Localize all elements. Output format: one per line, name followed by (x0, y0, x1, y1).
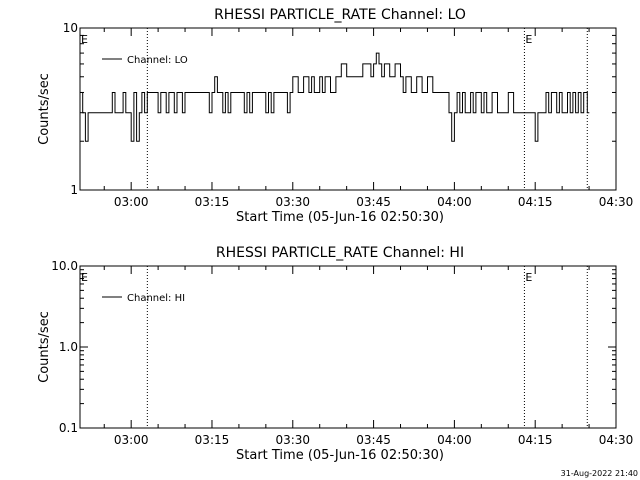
panel-1-x-tick-label: 03:00 (114, 195, 149, 209)
panel-1-x-tick-label: 03:30 (275, 195, 310, 209)
panel-1-event-marker-label: E (81, 33, 88, 46)
panel-2-title: RHESSI PARTICLE_RATE Channel: HI (216, 245, 464, 261)
panel-2-y-axis-label: Counts/sec (37, 311, 52, 383)
panel-1-y-tick-label: 10 (63, 21, 78, 35)
panel-2-legend-label: Channel: HI (127, 293, 185, 304)
panel-2-x-tick-label: 03:45 (356, 433, 391, 447)
panel-2-x-tick-label: 03:15 (195, 433, 230, 447)
panel-1-event-marker-label: E (525, 33, 532, 46)
panel-1-y-axis-label: Counts/sec (37, 73, 52, 145)
panel-1-title: RHESSI PARTICLE_RATE Channel: LO (214, 7, 466, 23)
panel-2-y-tick-label: 0.1 (59, 421, 78, 435)
panel-2-event-marker-label: E (81, 271, 88, 284)
panel-2-x-tick-label: 03:00 (114, 433, 149, 447)
panel-2-x-tick-label: 04:00 (437, 433, 472, 447)
panel-2-x-tick-label: 04:30 (599, 433, 634, 447)
panel-1-x-tick-label: 04:15 (518, 195, 553, 209)
panel-2-plot-frame (79, 265, 617, 429)
panel-1-x-tick-label: 03:15 (195, 195, 230, 209)
panel-2-y-tick-label: 10.0 (51, 259, 78, 273)
panel-2-x-tick-label: 03:30 (275, 433, 310, 447)
panel-1-y-tick-label: 1 (70, 183, 78, 197)
panel-1-series-line (80, 52, 590, 142)
panel-1-x-axis-label: Start Time (05-Jun-16 02:50:30) (236, 210, 444, 225)
panel-1-plot-frame (79, 27, 617, 191)
panel-2-event-marker-label: E (525, 271, 532, 284)
panel-1-x-tick-label: 03:45 (356, 195, 391, 209)
panel-2-x-axis-label: Start Time (05-Jun-16 02:50:30) (236, 448, 444, 463)
footer-timestamp: 31-Aug-2022 21:40 (561, 469, 638, 478)
panel-1-legend-label: Channel: LO (127, 55, 188, 66)
panel-1-x-tick-label: 04:00 (437, 195, 472, 209)
panel-2-y-tick-label: 1.0 (59, 340, 78, 354)
panel-2-x-tick-label: 04:15 (518, 433, 553, 447)
panel-1-x-tick-label: 04:30 (599, 195, 634, 209)
